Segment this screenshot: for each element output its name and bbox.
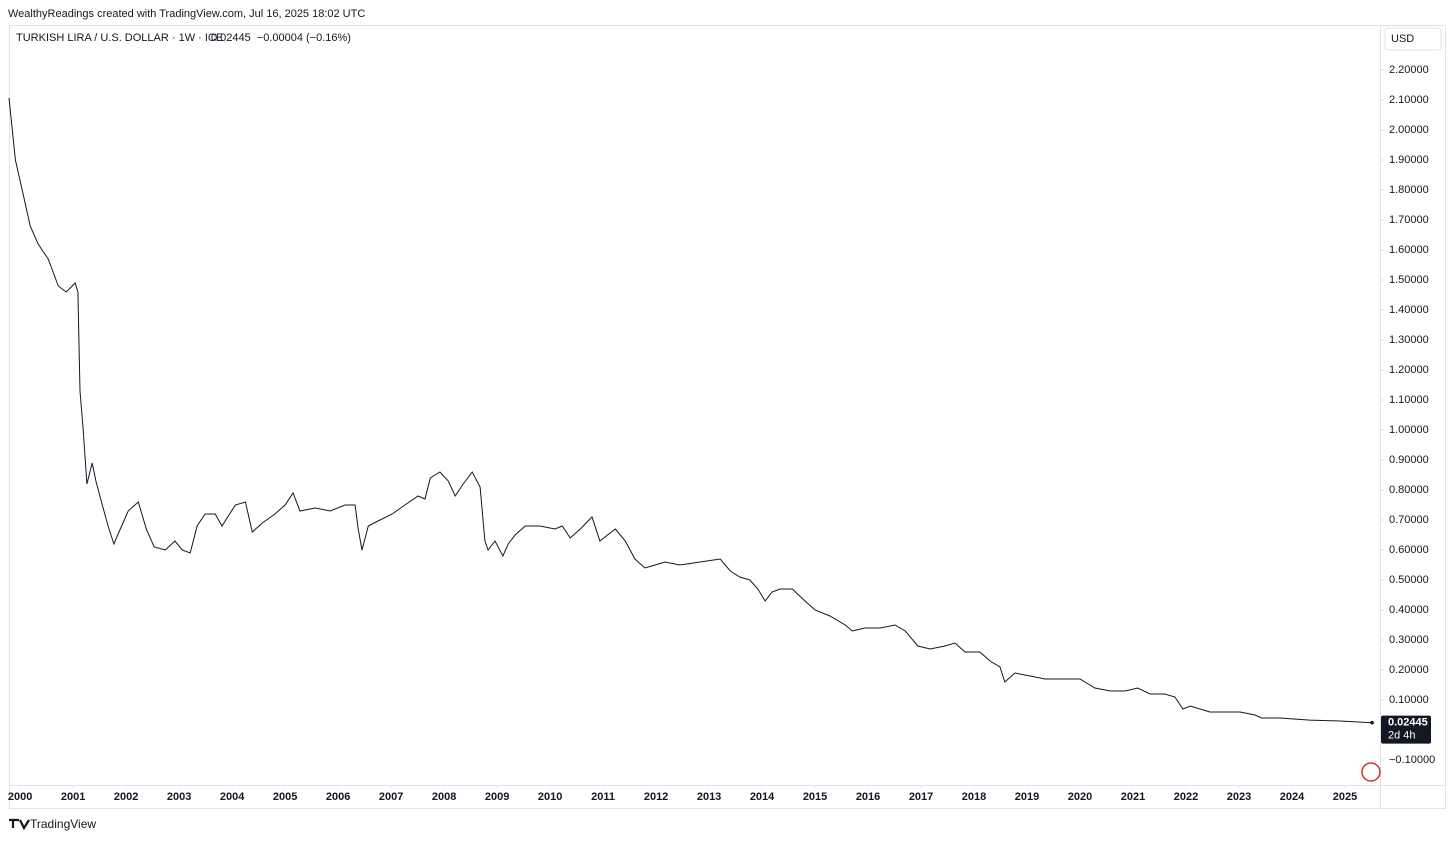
price-line	[8, 97, 1373, 724]
logo	[9, 818, 30, 831]
y-tick-label: 2.20000	[1389, 64, 1429, 76]
price-change: −0.00004 (−0.16%)	[257, 32, 351, 44]
y-tick-label: 1.50000	[1389, 274, 1429, 286]
y-tick-label: 1.60000	[1389, 244, 1429, 256]
y-tick-label: 2.10000	[1389, 94, 1429, 106]
y-tick-label: 1.40000	[1389, 304, 1429, 316]
x-tick-label: 2025	[1333, 791, 1357, 803]
y-tick-label: 1.70000	[1389, 214, 1429, 226]
price-badge	[1381, 715, 1431, 744]
x-tick-label: 2022	[1174, 791, 1198, 803]
footer: TradingView	[30, 817, 96, 831]
chart-title: TURKISH LIRA / U.S. DOLLAR · 1W · ICE	[16, 32, 223, 44]
x-tick-label: 2020	[1068, 791, 1092, 803]
x-tick-label: 2008	[432, 791, 456, 803]
x-tick-label: 2006	[326, 791, 350, 803]
y-tick-label: 1.20000	[1389, 364, 1429, 376]
x-tick-label: 2013	[697, 791, 721, 803]
x-tick-label: 2003	[167, 791, 191, 803]
x-tick-label: 2005	[273, 791, 297, 803]
last-price: 0.02445	[211, 32, 251, 44]
y-tick-label: 0.50000	[1389, 574, 1429, 586]
currency-button[interactable]	[1384, 27, 1442, 51]
price-badge-countdown: 2d 4h	[1388, 730, 1416, 742]
y-tick-label: 1.30000	[1389, 334, 1429, 346]
x-tick-label: 2011	[591, 791, 615, 803]
x-tick-label: 2001	[61, 791, 85, 803]
x-tick-label: 2017	[909, 791, 933, 803]
x-tick-label: 2009	[485, 791, 509, 803]
x-tick-label: 2004	[220, 791, 245, 803]
x-tick-label: 2015	[803, 791, 827, 803]
y-tick-label: 1.00000	[1389, 424, 1429, 436]
price-badge-value: 0.02445	[1388, 717, 1428, 729]
y-tick-label: 0.90000	[1389, 454, 1429, 466]
x-tick-label: 2000	[8, 791, 32, 803]
y-tick-label: 1.80000	[1389, 184, 1429, 196]
x-tick-label: 2024	[1280, 791, 1305, 803]
y-tick-label: 0.40000	[1389, 604, 1429, 616]
x-tick-label: 2018	[962, 791, 986, 803]
x-tick-label: 2014	[750, 791, 775, 803]
y-tick-label: 1.10000	[1389, 394, 1429, 406]
currency[interactable]: USD	[1391, 33, 1414, 45]
y-tick-label: 0.70000	[1389, 514, 1429, 526]
x-tick-label: 2019	[1015, 791, 1039, 803]
flag-icon	[1361, 762, 1381, 782]
y-tick-label: 2.00000	[1389, 124, 1429, 136]
x-tick-label: 2007	[379, 791, 403, 803]
y-tick-label: 0.80000	[1389, 484, 1429, 496]
header: WealthyReadings created with TradingView…	[8, 8, 365, 20]
chart-frame	[9, 25, 1446, 809]
y-tick-label: 1.90000	[1389, 154, 1429, 166]
x-tick-label: 2002	[114, 791, 138, 803]
y-tick-label: 0.60000	[1389, 544, 1429, 556]
x-tick-label: 2016	[856, 791, 880, 803]
x-tick-label: 2010	[538, 791, 562, 803]
x-tick-label: 2023	[1227, 791, 1251, 803]
y-tick-label: 0.10000	[1389, 694, 1429, 706]
last-point	[1370, 720, 1374, 725]
y-tick-label: −0.10000	[1389, 754, 1435, 766]
y-tick-label: 0.30000	[1389, 634, 1429, 646]
x-tick-label: 2012	[644, 791, 668, 803]
y-tick-label: 0.20000	[1389, 664, 1429, 676]
x-tick-label: 2021	[1121, 791, 1145, 803]
